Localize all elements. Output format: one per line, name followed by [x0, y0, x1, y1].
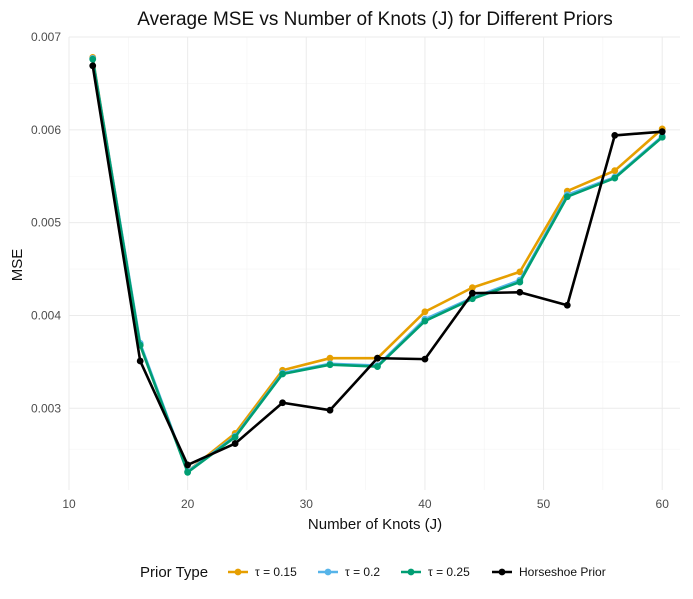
data-point [374, 354, 381, 362]
data-point [231, 433, 239, 441]
data-point [326, 354, 334, 362]
series-4 [89, 62, 666, 469]
data-point [611, 131, 619, 139]
legend-item: τ = 0.15 [228, 565, 297, 579]
data-point [231, 440, 239, 447]
x-tick-label: 30 [300, 497, 314, 511]
data-point [89, 55, 97, 63]
legend-key-point [324, 568, 332, 576]
data-point [516, 268, 524, 276]
grid [68, 36, 680, 490]
x-axis-title: Number of Knots (J) [308, 516, 442, 533]
data-point [421, 355, 429, 363]
data-point [421, 317, 429, 325]
series-line [91, 59, 664, 474]
data-point [563, 193, 571, 201]
legend-title: Prior Type [140, 564, 208, 581]
data-point [468, 289, 476, 297]
x-tick-label: 20 [181, 497, 195, 511]
legend-label: τ = 0.25 [428, 565, 470, 579]
tick-labels: 10 20 30 40 50 60 0.003 0.004 0.005 0.006 0.007 [31, 30, 669, 511]
legend-item: τ = 0.25 [401, 565, 470, 579]
data-point [611, 167, 619, 175]
data-point [326, 361, 334, 369]
legend-key-point [407, 568, 415, 576]
x-tick-label: 10 [62, 497, 76, 511]
data-point [516, 288, 524, 296]
legend-key-point [234, 568, 242, 576]
data-point [611, 174, 619, 182]
data-point [184, 461, 192, 469]
series-lines [89, 54, 666, 476]
x-tick-label: 40 [418, 497, 432, 511]
y-tick-label: 0.005 [31, 216, 61, 230]
series-line [91, 57, 664, 473]
data-point [563, 301, 571, 309]
y-tick-label: 0.004 [31, 308, 61, 322]
data-point [279, 399, 286, 407]
data-point [374, 363, 381, 370]
legend-item: Horseshoe Prior [492, 565, 606, 579]
y-tick-label: 0.003 [31, 401, 61, 415]
data-point [184, 468, 192, 476]
data-point [326, 406, 334, 414]
legend-label: Horseshoe Prior [519, 565, 606, 579]
data-point [658, 133, 666, 141]
x-tick-label: 60 [656, 497, 670, 511]
data-point [421, 308, 429, 316]
legend: Prior Type τ = 0.15 τ = 0.2 τ = 0.25 Horses… [140, 564, 606, 581]
series-line [91, 58, 664, 473]
data-point [516, 278, 524, 286]
y-tick-label: 0.007 [31, 30, 61, 44]
y-axis-title: MSE [9, 249, 26, 282]
legend-label: τ = 0.15 [255, 565, 297, 579]
data-point [279, 370, 286, 378]
legend-label: τ = 0.2 [345, 565, 380, 579]
y-tick-label: 0.006 [31, 123, 61, 137]
data-point [89, 62, 97, 70]
legend-key-point [498, 568, 506, 576]
legend-item: τ = 0.2 [318, 565, 380, 579]
x-tick-label: 50 [537, 497, 551, 511]
chart-title: Average MSE vs Number of Knots (J) for D… [137, 9, 613, 30]
series-line [91, 65, 663, 467]
data-point [468, 284, 476, 292]
data-point [658, 128, 666, 136]
data-point [136, 357, 144, 365]
